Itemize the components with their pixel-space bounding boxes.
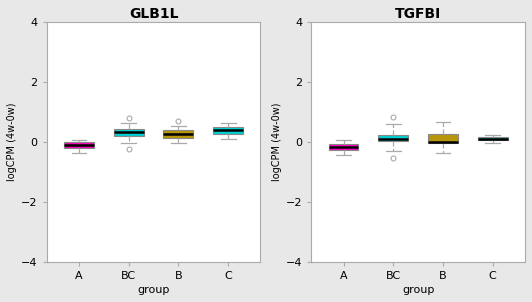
X-axis label: group: group	[137, 285, 170, 295]
PathPatch shape	[428, 134, 458, 143]
PathPatch shape	[478, 137, 508, 140]
Y-axis label: logCPM (4w-0w): logCPM (4w-0w)	[271, 103, 281, 181]
Title: GLB1L: GLB1L	[129, 7, 178, 21]
PathPatch shape	[378, 135, 408, 141]
PathPatch shape	[213, 127, 243, 133]
X-axis label: group: group	[402, 285, 434, 295]
PathPatch shape	[329, 144, 359, 150]
PathPatch shape	[64, 142, 94, 148]
Y-axis label: logCPM (4w-0w): logCPM (4w-0w)	[7, 103, 17, 181]
Title: TGFBI: TGFBI	[395, 7, 441, 21]
PathPatch shape	[114, 128, 144, 136]
PathPatch shape	[163, 130, 193, 138]
